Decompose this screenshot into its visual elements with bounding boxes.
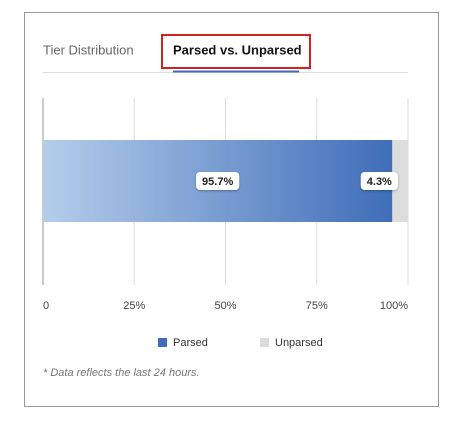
x-tick-label: 0 <box>43 300 49 312</box>
x-tick-label: 50% <box>214 300 236 312</box>
value-label: 4.3% <box>360 172 398 190</box>
legend-swatch <box>260 338 269 347</box>
x-tick-label: 25% <box>123 300 145 312</box>
bar-segment <box>392 140 408 222</box>
value-label-text: 4.3% <box>367 176 392 188</box>
x-tick-label: 75% <box>306 300 328 312</box>
value-label-box <box>196 172 240 190</box>
tab-active[interactable]: Parsed vs. Unparsed <box>173 42 302 57</box>
legend-swatch <box>158 338 167 347</box>
tab[interactable]: Tier Distribution <box>43 42 134 57</box>
value-label: 95.7% <box>196 172 240 190</box>
value-label-text: 95.7% <box>202 176 233 188</box>
value-label-box <box>360 172 398 190</box>
legend-label: Parsed <box>173 337 208 349</box>
legend-label: Unparsed <box>275 337 323 349</box>
highlight-box <box>161 34 311 69</box>
x-tick-label: 100% <box>380 300 408 312</box>
footnote: * Data reflects the last 24 hours. <box>43 367 200 379</box>
